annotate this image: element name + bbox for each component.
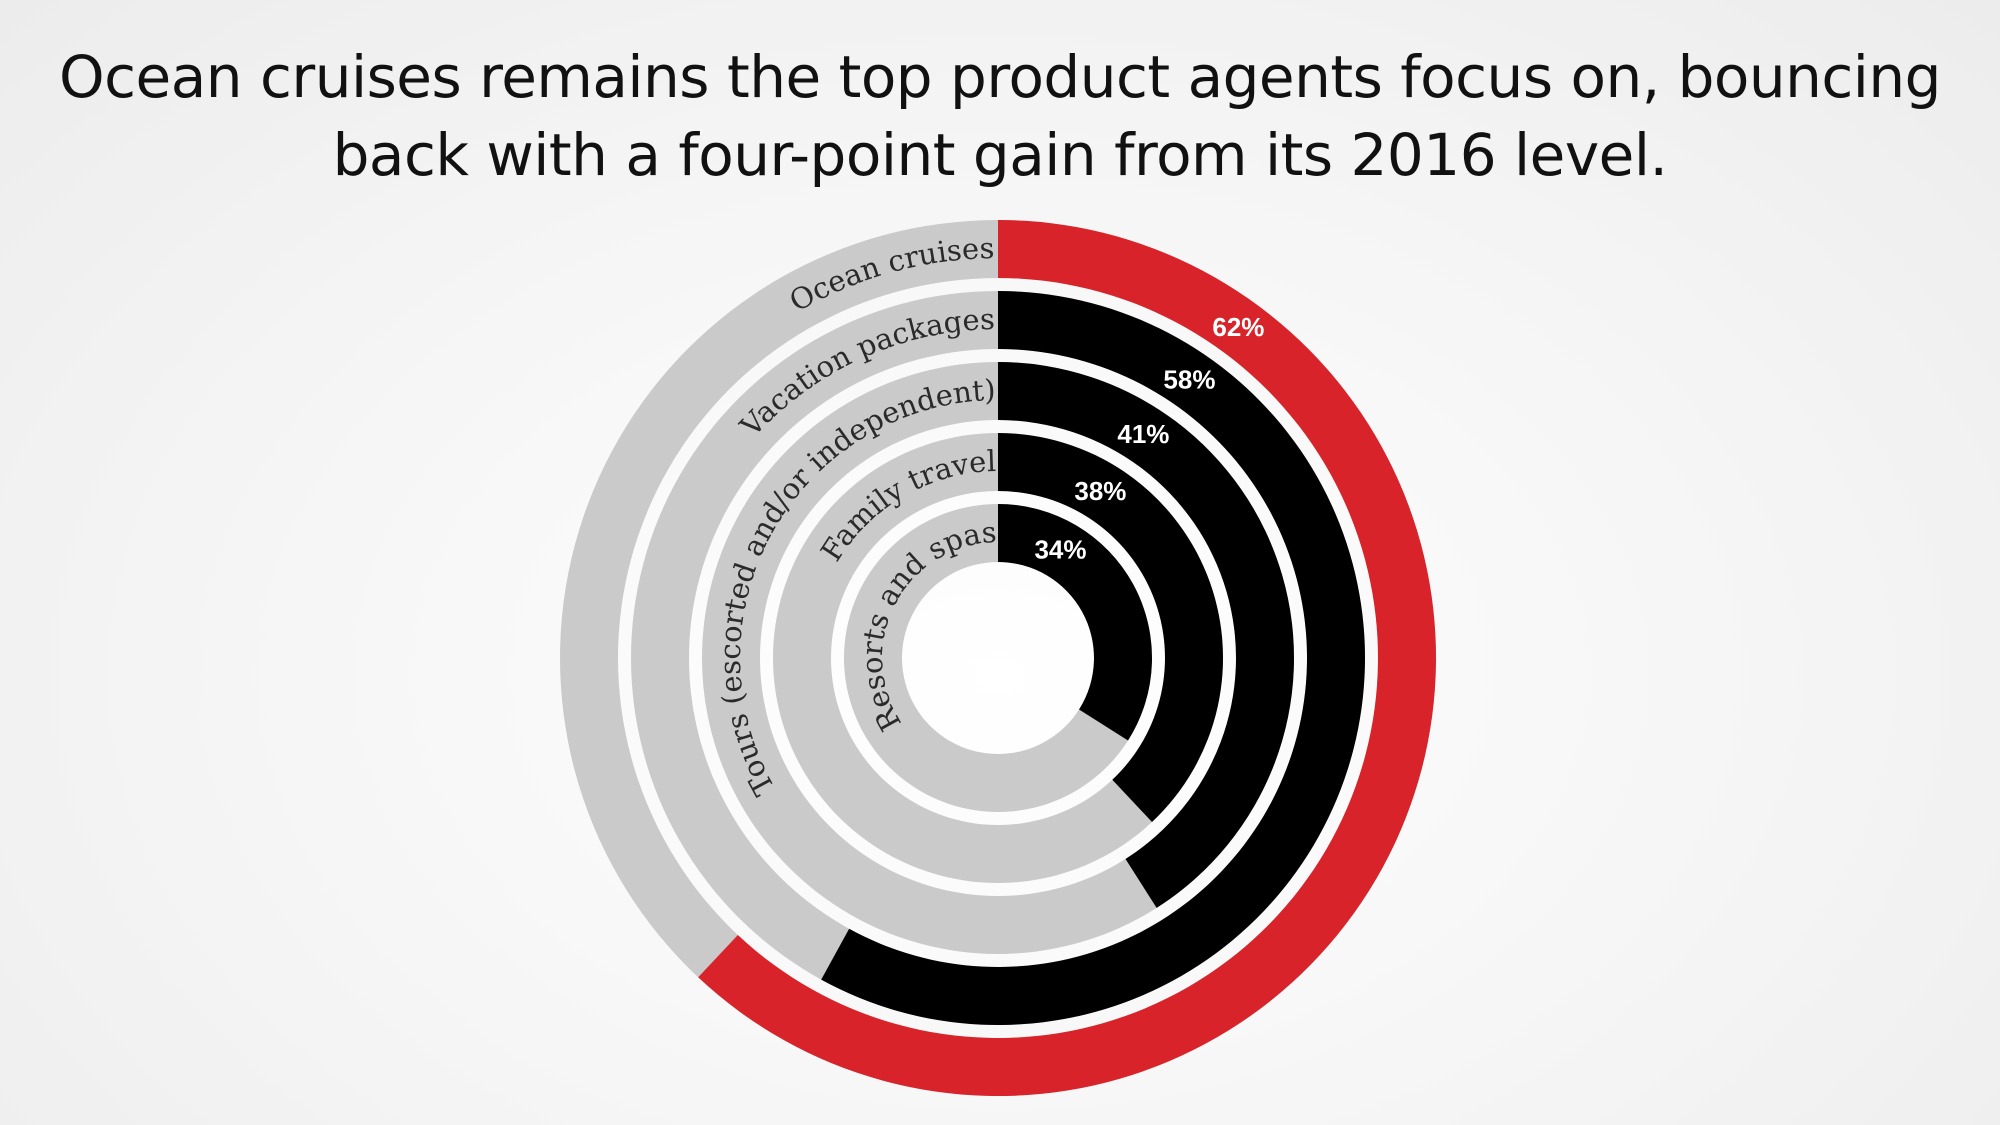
chart-title-line-1: Ocean cruises remains the top product ag… [59,43,1942,111]
value-label-tours-escorted-and-or-independent: 41% [1117,419,1169,449]
ring-bars [698,220,1436,1097]
bar-vacation-packages [821,291,1366,1025]
value-label-resorts-and-spas: 34% [1034,535,1086,565]
bar-ocean-cruises [698,220,1436,1097]
bar-tours-escorted-and-or-independent [998,362,1294,908]
chart-title-line-2: back with a four-point gain from its 201… [332,121,1668,189]
bar-family-travel [998,433,1224,823]
bar-resorts-and-spas [998,504,1152,741]
value-label-ocean-cruises: 62% [1212,312,1264,342]
value-label-vacation-packages: 58% [1163,364,1215,394]
value-labels: 62% 58% 41% 38% 34% [1034,312,1264,565]
value-label-family-travel: 38% [1074,476,1126,506]
chart-title: Ocean cruises remains the top product ag… [0,38,2000,194]
